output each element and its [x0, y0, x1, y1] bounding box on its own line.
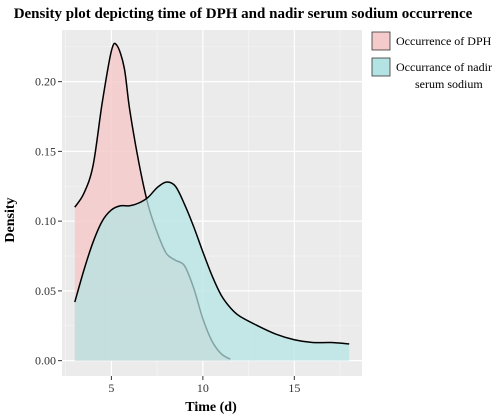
chart-title: Density plot depicting time of DPH and n… — [14, 6, 473, 22]
x-axis-title: Time (d) — [185, 400, 237, 415]
y-tick-labels: 0.00 0.05 0.10 0.15 0.20 — [35, 75, 56, 368]
density-area-2 — [74, 182, 350, 361]
x-tick-label: 5 — [108, 381, 114, 395]
x-tick-label: 10 — [197, 381, 209, 395]
legend: Occurrence of DPH Occurrance of nadir seru… — [371, 31, 492, 91]
legend-label-sodium: Occurrance of nadir serum sodium — [396, 60, 492, 91]
legend-label-dph: Occurrence of DPH — [396, 34, 492, 48]
legend-key-dph — [371, 31, 391, 51]
x-tick-labels: 5 10 15 — [108, 381, 300, 395]
y-tick-label: 0.20 — [35, 75, 56, 89]
axis-ticks — [58, 81, 295, 380]
density-areas — [74, 42, 350, 361]
y-tick-label: 0.15 — [35, 144, 56, 158]
y-tick-label: 0.10 — [35, 214, 56, 228]
y-tick-label: 0.00 — [35, 354, 56, 368]
y-tick-label: 0.05 — [35, 284, 56, 298]
density-curve-2 — [74, 181, 350, 345]
x-tick-label: 15 — [288, 381, 300, 395]
legend-key-sodium — [371, 57, 391, 77]
y-axis-title: Density — [3, 197, 18, 242]
